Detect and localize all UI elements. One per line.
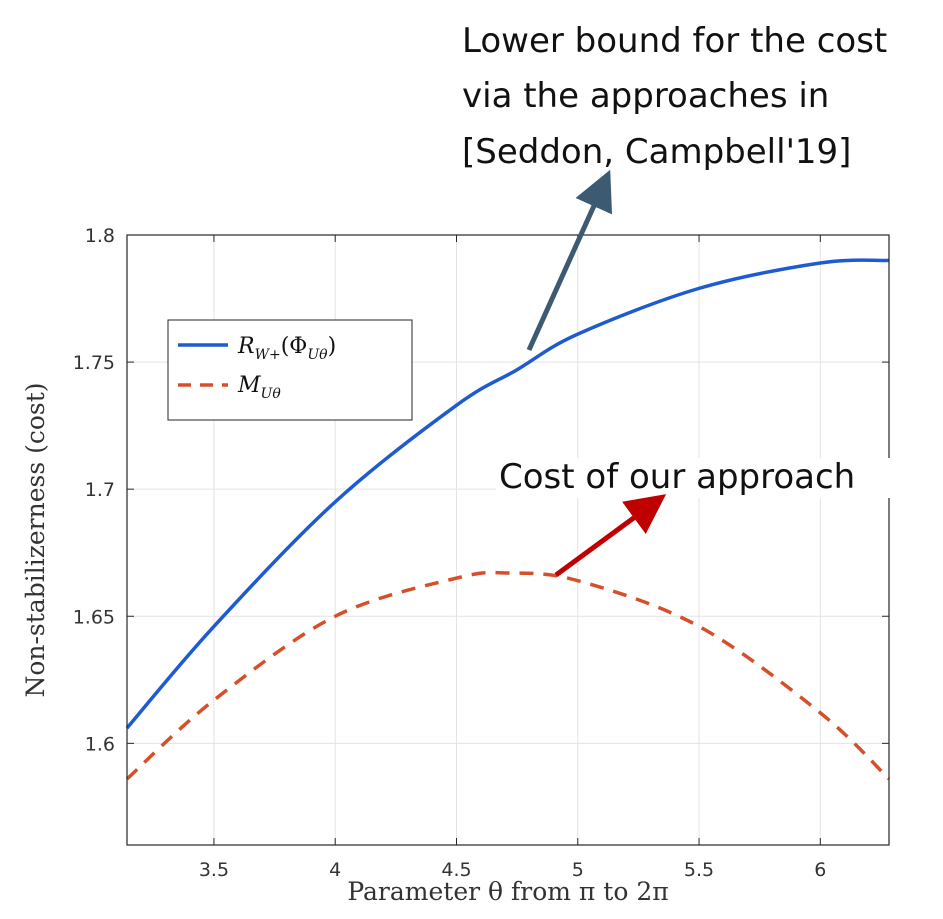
annotation-lower-bound: Lower bound for the cost via the approac…: [462, 21, 887, 352]
x-tick-label: 4.5: [441, 859, 471, 881]
series-line-1: [125, 258, 890, 730]
y-tick-label: 1.65: [73, 606, 115, 628]
y-tick-label: 1.6: [85, 733, 115, 755]
x-axis-label: Parameter θ from π to 2π: [347, 877, 668, 906]
x-tick-label: 5.5: [684, 859, 714, 881]
legend-label-series-2: MUθ: [237, 373, 281, 402]
legend-box: [167, 319, 413, 421]
x-tick-label: 5: [572, 859, 584, 881]
annotation-lower-bound-arrow: [526, 169, 613, 352]
series-line-2: [125, 570, 891, 781]
x-tick-label: 6: [814, 859, 826, 881]
series-layer: [125, 258, 891, 781]
y-tick-label: 1.8: [85, 225, 115, 247]
annotation-lower-bound-line-1: Lower bound for the cost: [462, 21, 887, 61]
annotation-our-cost-text: Cost of our approach: [499, 457, 855, 497]
x-tick-label: 4: [329, 859, 341, 881]
y-tick-label: 1.7: [85, 479, 115, 501]
y-axis-label: Non-stabilizerness (cost): [21, 382, 50, 697]
annotation-our-cost-arrow: [554, 494, 667, 578]
annotation-our-cost-bg: [496, 458, 908, 498]
plot-frame: [126, 234, 890, 846]
legend-label-series-1: RW+(ΦUθ): [237, 334, 336, 363]
legend: RW+(ΦUθ) MUθ: [167, 319, 413, 421]
y-tick-label: 1.75: [73, 352, 115, 374]
annotation-our-cost: Cost of our approach: [496, 457, 908, 578]
annotation-lower-bound-line-3: [Seddon, Campbell'19]: [462, 132, 851, 172]
ticks: 3.5 4 4.5 5 5.5 6 1.6 1.65 1.7 1.75 1.8: [73, 225, 889, 881]
annotation-lower-bound-line-2: via the approaches in: [462, 76, 829, 116]
x-tick-label: 3.5: [199, 859, 229, 881]
